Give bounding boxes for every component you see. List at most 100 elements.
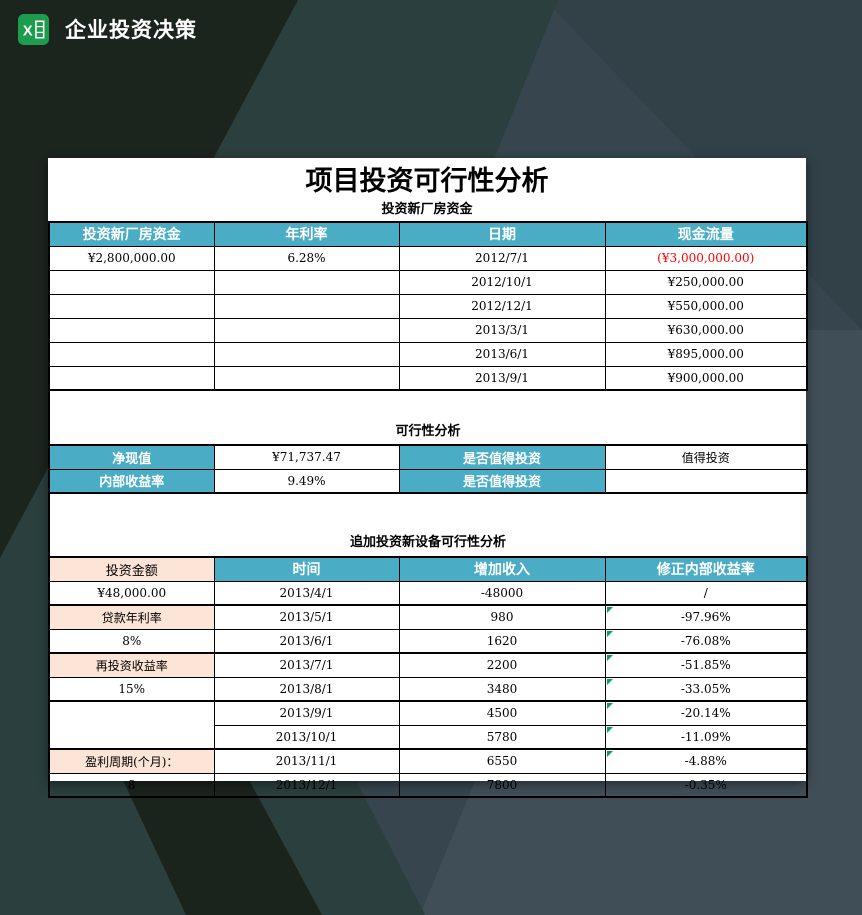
- error-indicator-icon: [606, 703, 613, 709]
- cell: -33.05%: [604, 676, 808, 702]
- cell: ¥900,000.00: [604, 365, 808, 391]
- cell: -0.35%: [604, 772, 808, 798]
- cell: 980: [398, 604, 606, 630]
- cell: ¥250,000.00: [604, 269, 808, 295]
- cell: 7800: [398, 772, 606, 798]
- cell: [213, 293, 400, 319]
- excel-icon: X: [18, 13, 49, 45]
- cell: [213, 365, 400, 391]
- section-feasibility: 可行性分析: [48, 391, 806, 444]
- cell: 2013/9/1: [213, 700, 400, 726]
- cell: 2013/6/1: [398, 341, 606, 367]
- column-header: 投资新厂房资金: [48, 221, 215, 247]
- cell: 4500: [398, 700, 606, 726]
- cell: 2012/12/1: [398, 293, 606, 319]
- label-cell-worth-investing: 是否值得投资: [398, 468, 606, 494]
- cell: ¥895,000.00: [604, 341, 808, 367]
- cell: [213, 341, 400, 367]
- cell: 2013/4/1: [213, 580, 400, 606]
- cell-negative-cashflow: (¥3,000,000.00): [604, 245, 808, 271]
- error-indicator-icon: [606, 655, 613, 661]
- cell: [48, 269, 215, 295]
- column-header: 现金流量: [604, 221, 808, 247]
- sheet-subtitle: 投资新厂房资金: [381, 202, 473, 217]
- cell: 6550: [398, 748, 606, 774]
- table-row: 净现值 ¥71,737.47 是否值得投资 值得投资: [48, 444, 808, 470]
- table-row: 2013/9/1 ¥900,000.00: [48, 365, 808, 391]
- cell: -11.09%: [604, 724, 808, 750]
- table-row: 2013/10/1 5780 -11.09%: [49, 724, 808, 750]
- cell: -97.96%: [604, 604, 808, 630]
- cell: 8: [48, 772, 215, 798]
- cell: 2013/10/1: [213, 724, 400, 750]
- cell: 2013/6/1: [213, 628, 400, 654]
- error-indicator-icon: [606, 678, 613, 685]
- column-header: 增加收入: [398, 556, 606, 582]
- cell: [48, 317, 215, 343]
- svg-text:X: X: [23, 23, 33, 39]
- table-row: 2013/9/1 4500 -20.14%: [48, 700, 808, 750]
- cell: 9.49%: [213, 468, 400, 494]
- cell: -76.08%: [604, 628, 808, 654]
- cell: -48000: [398, 580, 606, 606]
- table-header-row: 投资新厂房资金 年利率 日期 现金流量: [48, 221, 808, 247]
- table-row: 8 2013/12/1 7800 -0.35%: [48, 772, 808, 798]
- column-header: 时间: [213, 556, 400, 582]
- cell: ¥48,000.00: [48, 580, 215, 606]
- cell: 15%: [48, 676, 215, 702]
- additional-investment-table: 投资金额 时间 增加收入 修正内部收益率 ¥48,000.00 2013/4/1…: [48, 556, 808, 798]
- section-title: 追加投资新设备可行性分析: [349, 535, 506, 550]
- cell-merged: [48, 700, 215, 750]
- cell: [604, 468, 808, 494]
- column-header: 年利率: [213, 221, 400, 247]
- column-header: 投资金额: [48, 556, 215, 582]
- table-row: 2012/10/1 ¥250,000.00: [48, 269, 808, 295]
- sheet-title: 项目投资可行性分析: [305, 166, 549, 197]
- cell: [48, 293, 215, 319]
- cell: ¥550,000.00: [604, 293, 808, 319]
- cell: 2013/12/1: [213, 772, 400, 798]
- titlebar: X 企业投资决策: [18, 13, 197, 45]
- cell: 2200: [398, 652, 606, 678]
- error-indicator-icon: [606, 607, 613, 613]
- cell: 2013/7/1: [213, 652, 400, 678]
- cell: 2013/8/1: [213, 676, 400, 702]
- table-row: 8% 2013/6/1 1620 -76.08%: [48, 628, 808, 654]
- cell: 2013/11/1: [213, 748, 400, 774]
- cell: -51.85%: [604, 652, 808, 678]
- cell: 3480: [398, 676, 606, 702]
- cell: 2013/3/1: [398, 317, 606, 343]
- cell: [213, 317, 400, 343]
- label-cell-profit-period: 盈利周期(个月)：: [48, 748, 215, 774]
- table-row: ¥48,000.00 2013/4/1 -48000 /: [48, 580, 808, 606]
- label-cell-irr: 内部收益率: [48, 468, 215, 494]
- cell: 2012/7/1: [398, 245, 606, 271]
- cell: -4.88%: [604, 748, 808, 774]
- cell: 6.28%: [213, 245, 400, 271]
- cell: -20.14%: [604, 700, 808, 726]
- cell: 5780: [398, 724, 606, 750]
- table-row: 15% 2013/8/1 3480 -33.05%: [48, 676, 808, 702]
- cell: 2012/10/1: [398, 269, 606, 295]
- cell: [48, 341, 215, 367]
- table-row: 2013/3/1 ¥630,000.00: [48, 317, 808, 343]
- cell: ¥2,800,000.00: [48, 245, 215, 271]
- cell: [213, 269, 400, 295]
- label-cell-npv: 净现值: [48, 444, 215, 470]
- section-additional-investment: 追加投资新设备可行性分析: [48, 494, 806, 556]
- cell: 1620: [398, 628, 606, 654]
- column-header: 修正内部收益率: [604, 556, 808, 582]
- feasibility-table: 净现值 ¥71,737.47 是否值得投资 值得投资 内部收益率 9.49% 是…: [48, 444, 808, 494]
- table-row: 内部收益率 9.49% 是否值得投资: [48, 468, 808, 494]
- cell: ¥71,737.47: [213, 444, 400, 470]
- column-header: 日期: [398, 221, 606, 247]
- worksheet-panel: 项目投资可行性分析 投资新厂房资金 投资新厂房资金 年利率 日期 现金流量 ¥2…: [48, 158, 808, 798]
- cell: [48, 365, 215, 391]
- table-row: ¥2,800,000.00 6.28% 2012/7/1 (¥3,000,000…: [48, 245, 808, 271]
- error-indicator-icon: [606, 726, 613, 733]
- cell: ¥630,000.00: [604, 317, 808, 343]
- cell: 2013/9/1: [398, 365, 606, 391]
- cell: 值得投资: [604, 444, 808, 470]
- table-row: 再投资收益率 2013/7/1 2200 -51.85%: [48, 652, 808, 678]
- error-indicator-icon: [606, 751, 613, 757]
